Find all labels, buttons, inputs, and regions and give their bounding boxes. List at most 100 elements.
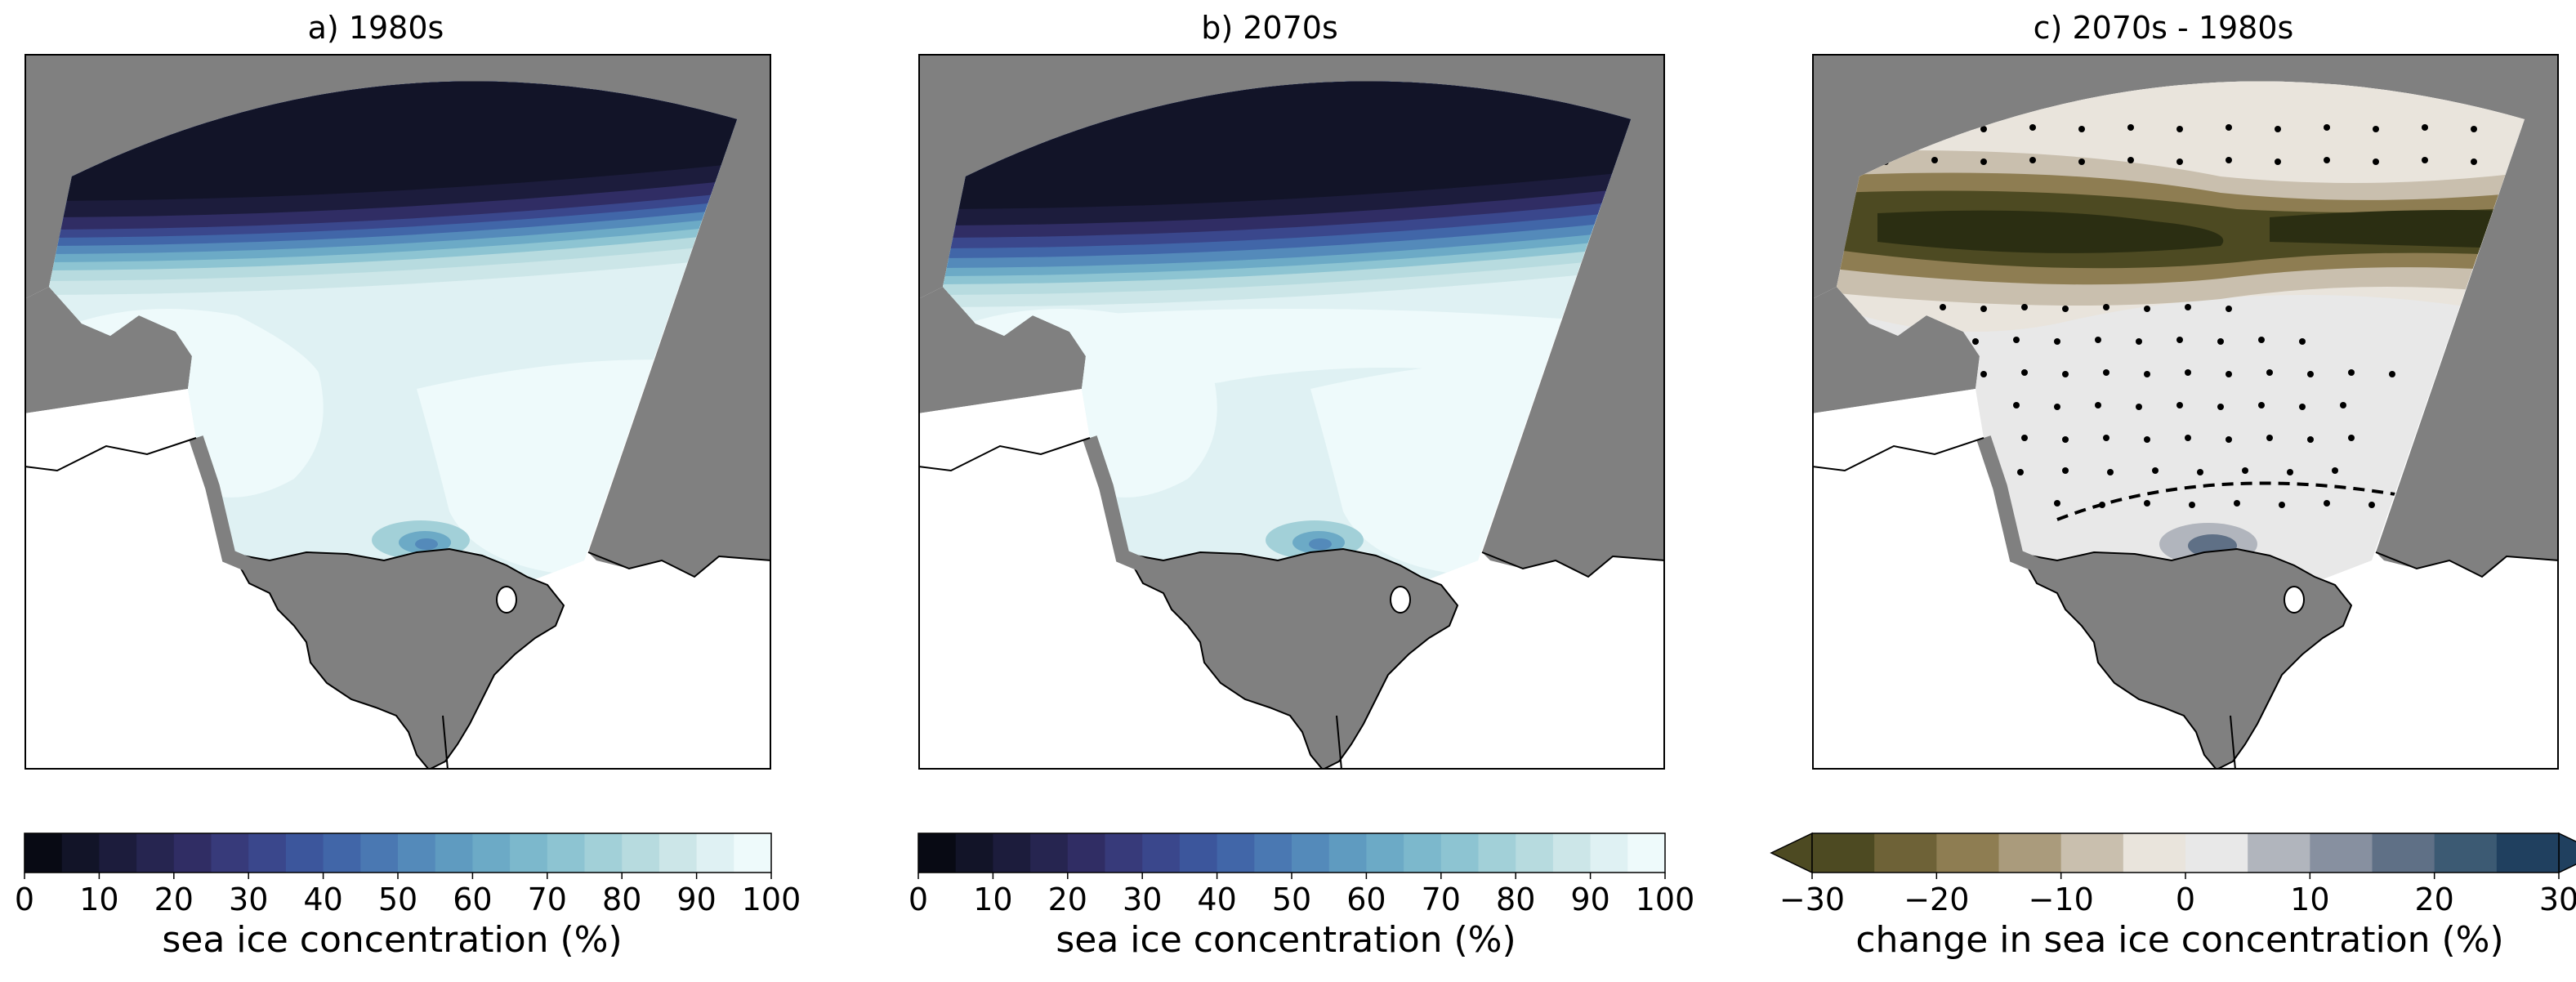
- coast-ice-shelf-west: [189, 435, 273, 581]
- colorbar-segment: [25, 833, 63, 873]
- stipple-dot: [2226, 157, 2232, 163]
- stipple-dot: [2095, 402, 2101, 408]
- colorbar-segment: [435, 833, 473, 873]
- stipple-dot: [2176, 126, 2183, 132]
- stipple-dot: [1972, 338, 1979, 345]
- stipple-dot: [2307, 436, 2314, 443]
- stipple-dot: [1980, 306, 1987, 312]
- stipple-dot: [2144, 436, 2150, 443]
- colorbar-segment: [1217, 833, 1255, 873]
- stipple-dot: [2373, 158, 2379, 165]
- colorbar-extend-low: [1770, 832, 1813, 874]
- colorbar-tick-label: 20: [1048, 882, 1087, 917]
- land-north: [25, 54, 771, 577]
- stipple-dot: [1980, 371, 1987, 377]
- panel-title: b) 2070s: [1201, 10, 1338, 46]
- stipple-dot: [2136, 404, 2142, 410]
- panel-1980s: a) 1980s 0 10 20 30 40 50 60 70 80 90 100 sea ice …: [0, 0, 817, 982]
- colorbar-segment: [1936, 833, 1999, 873]
- stipple-dot: [2185, 369, 2191, 376]
- colorbar-tick-label: 30: [2539, 882, 2576, 917]
- stipple-dot: [2029, 157, 2036, 163]
- stipple-dot: [2185, 304, 2191, 310]
- lake: [496, 586, 517, 614]
- stipple-dot: [2226, 306, 2232, 312]
- stipple-dot: [2275, 126, 2281, 132]
- stipple-dot: [2197, 469, 2203, 475]
- stipple-dot: [2021, 435, 2028, 441]
- stipple-dot: [2127, 157, 2134, 163]
- stipple-dot: [2368, 502, 2375, 508]
- colorbar-segment: [1552, 833, 1592, 873]
- stipple-dot: [2144, 371, 2150, 377]
- stipple-dot: [2226, 124, 2232, 131]
- coastline-west: [1812, 437, 1984, 472]
- stipple-dot: [2266, 369, 2273, 376]
- colorbar-segment: [1328, 833, 1367, 873]
- colorbar-segment: [1105, 833, 1143, 873]
- colorbar-segment: [1627, 833, 1666, 873]
- stipple-dot: [2217, 404, 2224, 410]
- colorbar-segment: [1478, 833, 1516, 873]
- colorbar-segment: [1254, 833, 1292, 873]
- colorbar-tick-label: −10: [2029, 882, 2094, 917]
- colorbar-segment: [2123, 833, 2186, 873]
- lake: [1390, 586, 1411, 614]
- meridian-line: [2230, 715, 2236, 770]
- colorbar-tick-label: 80: [602, 882, 641, 917]
- antarctic-landmass: [231, 547, 565, 770]
- colorbar-segment: [734, 833, 772, 873]
- colorbar-segment: [173, 833, 212, 873]
- colorbar-segment: [360, 833, 399, 873]
- stipple-dot: [2332, 467, 2338, 474]
- colorbar-segment: [1874, 833, 1937, 873]
- colorbar-tick-label: 40: [303, 882, 342, 917]
- stipple-dot: [1980, 158, 1987, 165]
- colorbar-segment: [285, 833, 324, 873]
- colorbar-segment: [1142, 833, 1181, 873]
- stipple-dot: [2275, 158, 2281, 165]
- colorbar-tick-label: 0: [2176, 882, 2195, 917]
- colorbar-tick-label: 50: [378, 882, 417, 917]
- colorbar-segment: [584, 833, 623, 873]
- ocean-west: [25, 389, 196, 471]
- map-1980s: [25, 54, 771, 770]
- colorbar-segment: [1812, 833, 1875, 873]
- stipple-dot: [2021, 304, 2028, 310]
- colorbar-segment: [510, 833, 548, 873]
- polynya-core: [415, 538, 438, 550]
- stipple-dot: [1931, 157, 1938, 163]
- colorbar-segment: [1292, 833, 1330, 873]
- stipple-dot: [2078, 158, 2085, 165]
- stipple-dot: [2054, 404, 2060, 410]
- stipple-dot: [2242, 467, 2248, 474]
- map-frame: [25, 54, 771, 770]
- colorbar-label: sea ice concentration (%): [162, 919, 623, 961]
- colorbar-tick-label: 40: [1197, 882, 1236, 917]
- colorbar-difference: −30 −20 −10 0 10 20 30: [1770, 832, 2576, 917]
- colorbar-tick-label: 20: [2414, 882, 2453, 917]
- stipple-dot: [2103, 304, 2109, 310]
- coast-ice-shelf-west: [1976, 435, 2060, 581]
- stipple-dot: [2176, 402, 2183, 408]
- colorbar-tick-label: 90: [1570, 882, 1609, 917]
- map-frame: [918, 54, 1665, 770]
- colorbar-segment: [99, 833, 137, 873]
- colorbar-segment: [1366, 833, 1404, 873]
- stipple-dot: [2279, 502, 2285, 508]
- colorbar-tick-label: 0: [909, 882, 928, 917]
- colorbar-segment: [1590, 833, 1628, 873]
- colorbar-tick-label: 60: [1346, 882, 1386, 917]
- stipple-dot: [2471, 158, 2477, 165]
- colorbar-segment: [2496, 833, 2560, 873]
- stipple-dot: [2029, 124, 2036, 131]
- colorbar-tick-label: −20: [1904, 882, 1969, 917]
- colorbar-extend-high: [2558, 832, 2576, 874]
- antarctic-landmass: [2019, 547, 2353, 770]
- panel-difference: c) 2070s - 1980s −30 −20 −10 0 10 20 30 change…: [1770, 0, 2576, 982]
- stipple-dot: [2422, 157, 2428, 163]
- meridian-line: [1336, 715, 1342, 770]
- stipple-dot: [2103, 369, 2109, 376]
- panel-title: c) 2070s - 1980s: [2033, 10, 2294, 46]
- panel-title: a) 1980s: [307, 10, 444, 46]
